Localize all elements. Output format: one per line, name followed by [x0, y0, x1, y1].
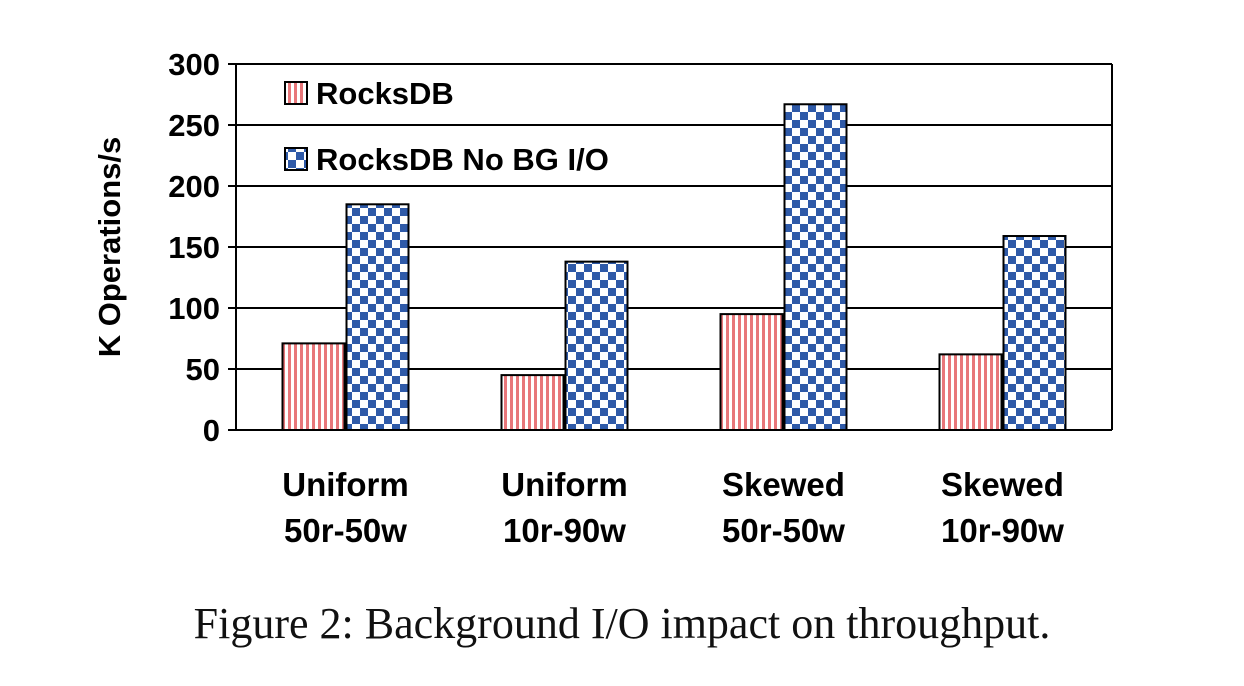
- bar-rocksdb: [938, 353, 1003, 431]
- y-tick-label: 0: [203, 413, 220, 448]
- legend-label: RocksDB No BG I/O: [316, 142, 609, 177]
- y-tick-label: 300: [168, 47, 220, 82]
- bar-rocksdb-no-bg-io: [783, 103, 848, 431]
- y-tick-label: 200: [168, 169, 220, 204]
- x-tick-label: Skewed: [722, 466, 845, 503]
- y-tick-label: 250: [168, 108, 220, 143]
- legend-swatch: [284, 81, 308, 105]
- x-tick-label: 50r-50w: [722, 512, 845, 549]
- legend-item: RocksDB No BG I/O: [284, 142, 609, 177]
- figure-caption: Figure 2: Background I/O impact on throu…: [193, 599, 1051, 648]
- bar-rocksdb-no-bg-io: [345, 203, 410, 431]
- x-tick-label: 50r-50w: [284, 512, 407, 549]
- x-tick-label: Uniform: [282, 466, 409, 503]
- x-tick-label: Skewed: [941, 466, 1064, 503]
- y-tick-label: 50: [186, 352, 220, 387]
- bar-rocksdb: [719, 313, 784, 432]
- x-tick-label: 10r-90w: [941, 512, 1064, 549]
- legend-label: RocksDB: [316, 76, 454, 111]
- bar-rocksdb: [500, 374, 565, 432]
- bar-rocksdb-no-bg-io: [1002, 235, 1067, 431]
- y-tick-label: 100: [168, 291, 220, 326]
- x-tick-label: Uniform: [501, 466, 628, 503]
- legend-item: RocksDB: [284, 76, 454, 111]
- x-tick-label: 10r-90w: [503, 512, 626, 549]
- y-tick-label: 150: [168, 230, 220, 265]
- bar-chart: 0 50 100 150 200 250 300 K Operations/s RocksDB…: [92, 47, 1113, 549]
- bar-rocksdb: [281, 342, 346, 432]
- bar-rocksdb-no-bg-io: [564, 260, 629, 432]
- y-axis-label: K Operations/s: [92, 137, 127, 358]
- legend-swatch: [284, 147, 308, 171]
